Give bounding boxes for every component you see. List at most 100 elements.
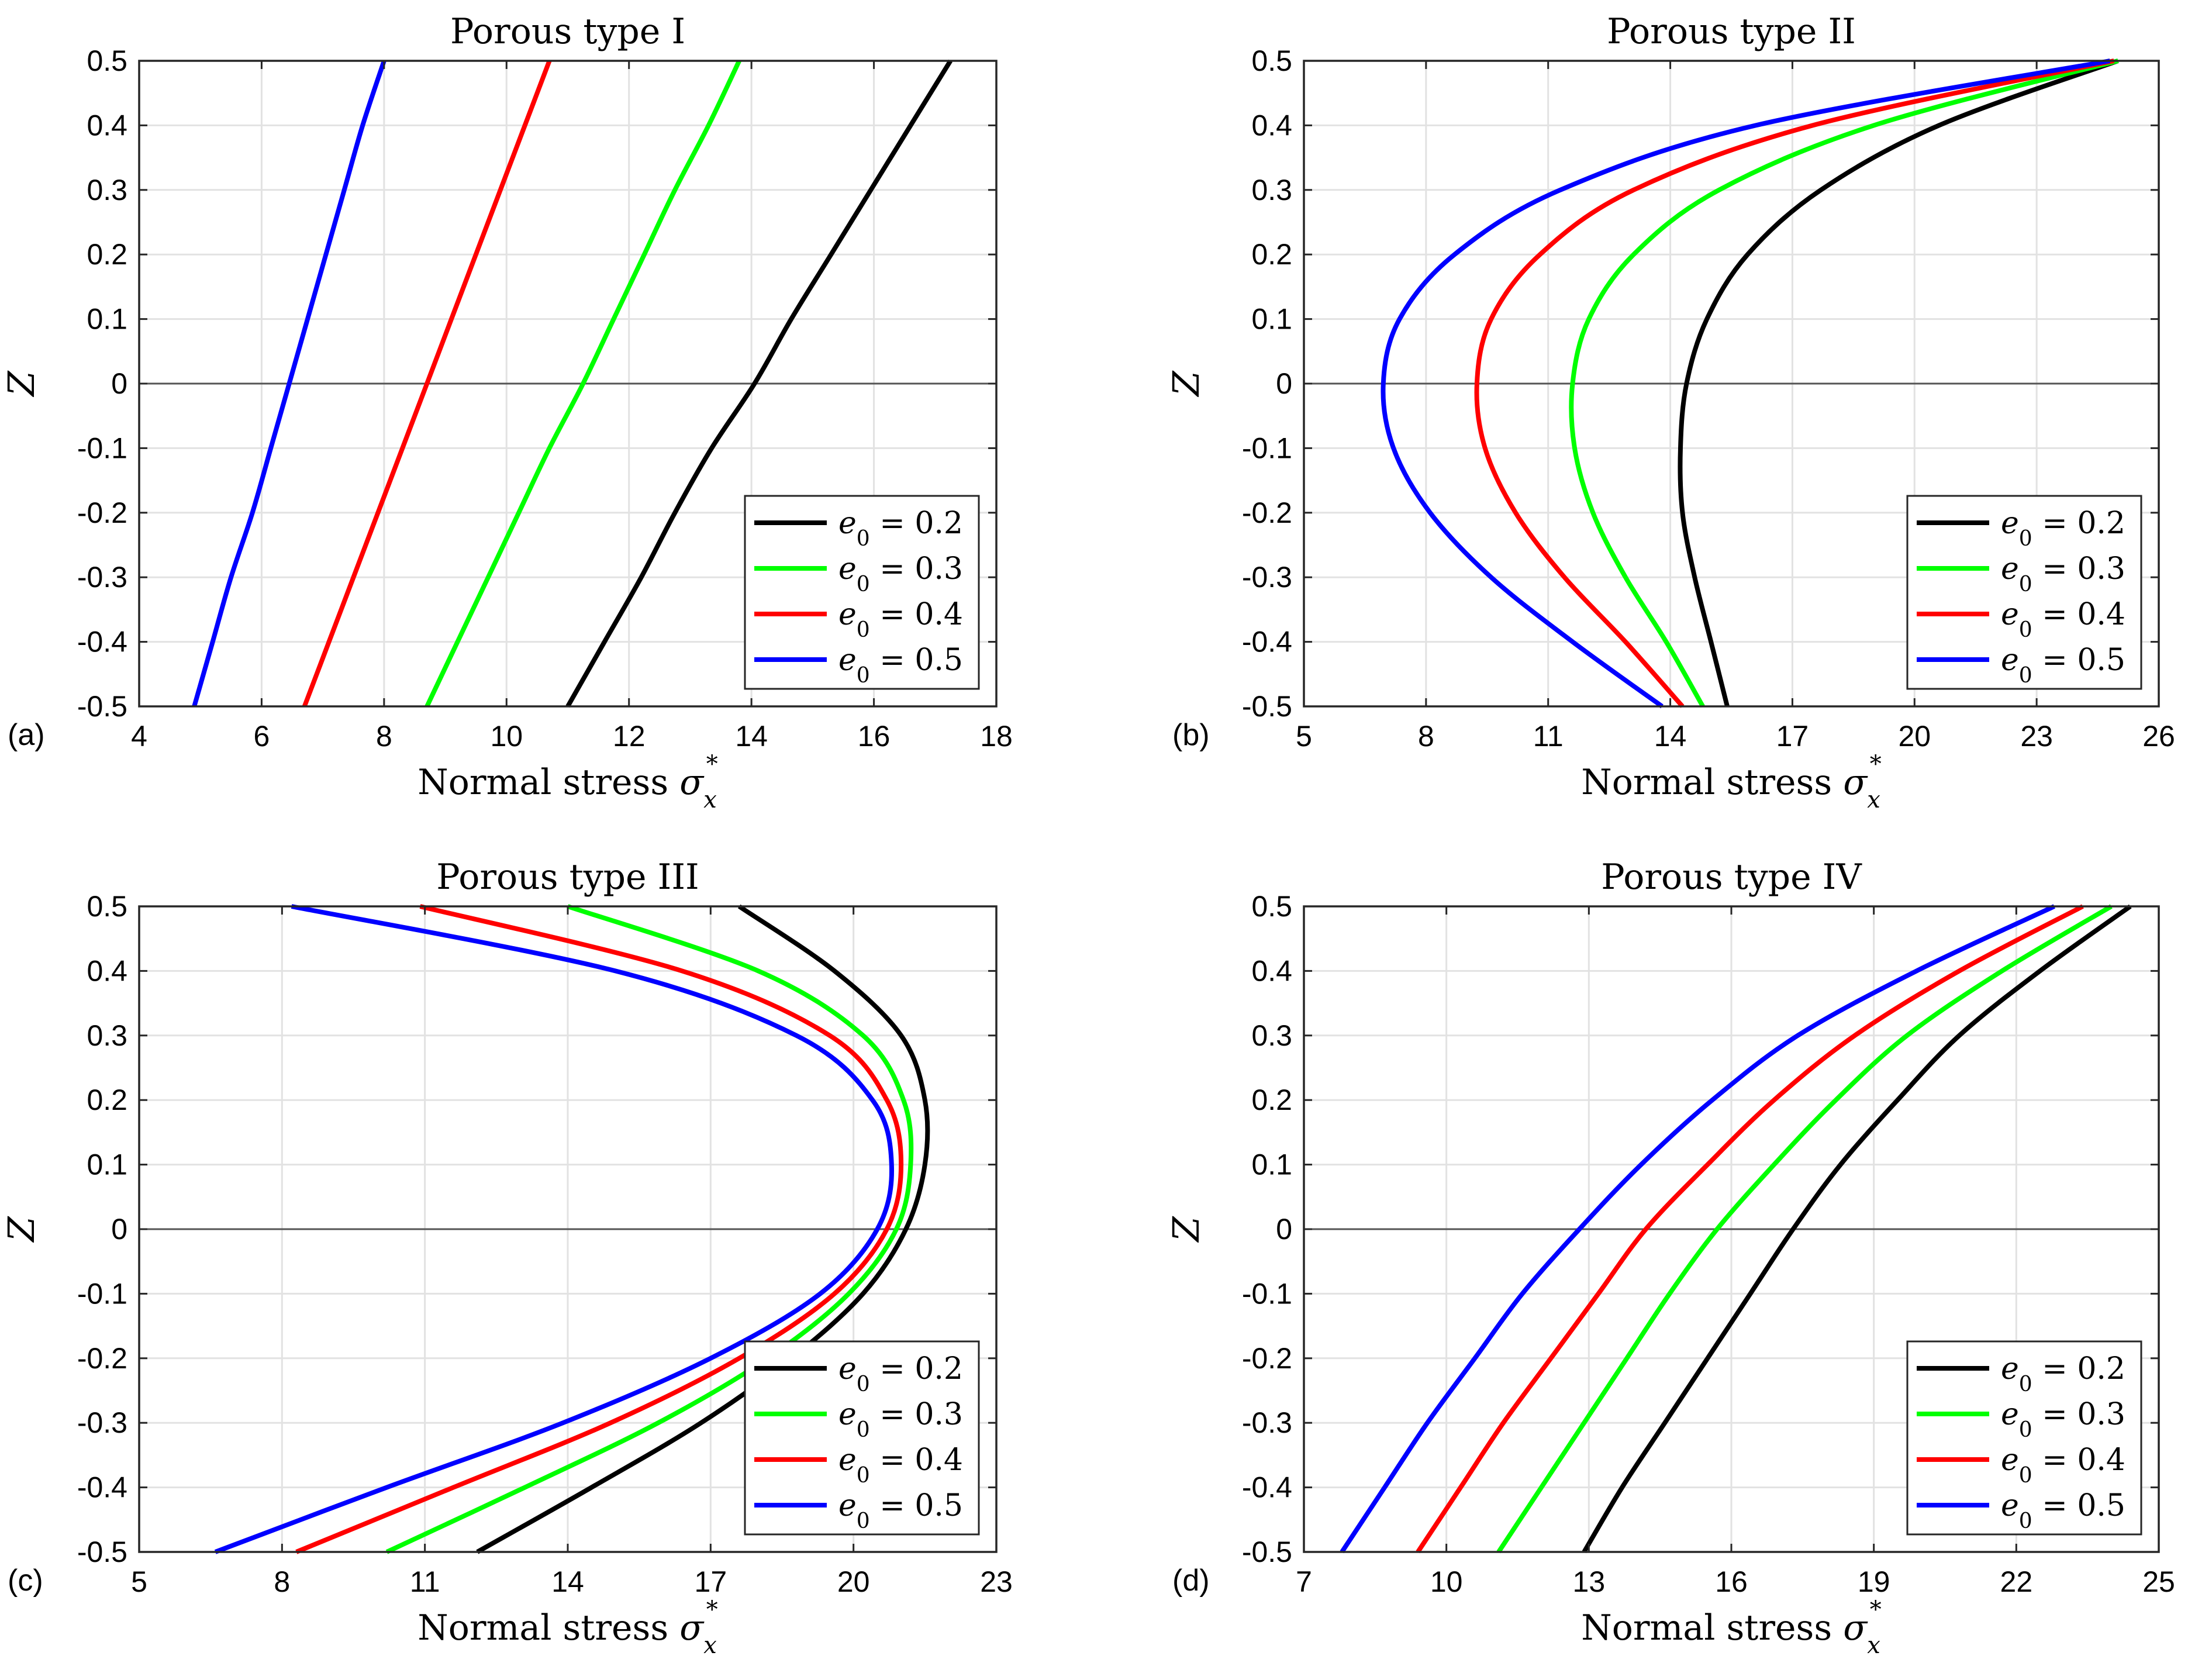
x-tick-label: 14: [1654, 720, 1687, 753]
y-tick-label: 0.2: [1251, 238, 1292, 271]
x-tick-label: 11: [410, 1565, 440, 1598]
y-tick-label: 0.5: [1251, 44, 1292, 77]
series-line-00.4: [1416, 904, 2084, 1554]
chart-title: Porous type III: [436, 857, 699, 898]
panel-label: (d): [1172, 1564, 1210, 1598]
y-tick-label: -0.5: [77, 690, 127, 723]
x-tick-label: 14: [551, 1565, 584, 1598]
x-tick-label: 20: [837, 1565, 870, 1598]
y-tick-label: 0.4: [1251, 109, 1292, 142]
series-line-00.5: [1340, 904, 2055, 1554]
y-tick-label: 0.5: [87, 890, 127, 923]
x-tick-label: 23: [2020, 720, 2053, 753]
series-line-00.5: [214, 904, 895, 1554]
y-tick-label: 0: [1276, 367, 1292, 400]
series-line-00.3: [1569, 58, 2119, 708]
chart-panel-2: 5 8 11 14 17 20 23 26 -0.5 -0.4 -0.3 -0.2 -0.1 0 0.1 0.…: [1165, 11, 2175, 813]
x-tick-label: 10: [490, 720, 523, 753]
legend-label: e0 = 0.4: [2001, 597, 2125, 642]
y-tick-label: 0.5: [1251, 890, 1292, 923]
x-tick-label: 7: [1296, 1565, 1312, 1598]
legend-label: e0 = 0.3: [838, 551, 963, 596]
legend-label: e0 = 0.3: [2001, 1397, 2125, 1442]
y-tick-label: 0.3: [1251, 1019, 1292, 1052]
y-axis-label: Z: [1165, 371, 1207, 398]
y-tick-label: 0: [1276, 1213, 1292, 1246]
y-tick-label: 0.3: [87, 1019, 127, 1052]
legend-box: [1906, 1340, 2142, 1536]
x-tick-label: 16: [858, 720, 891, 753]
series-line-00.2: [1678, 58, 2119, 707]
y-tick-label: -0.1: [77, 1277, 127, 1310]
panel-label: (c): [8, 1564, 43, 1598]
legend: e0 = 0.2e0 = 0.3e0 = 0.4e0 = 0.5: [744, 495, 980, 690]
x-tick-label: 8: [274, 1565, 290, 1598]
legend: e0 = 0.2e0 = 0.3e0 = 0.4e0 = 0.5: [744, 1340, 980, 1536]
series-line-00.4: [1474, 58, 2115, 708]
y-tick-label: -0.3: [1242, 1406, 1292, 1439]
y-tick-label: 0.2: [87, 238, 127, 271]
y-tick-label: 0.4: [87, 109, 127, 142]
y-tick-label: -0.2: [77, 496, 127, 529]
x-tick-label: 17: [695, 1565, 727, 1598]
y-tick-label: -0.5: [77, 1536, 127, 1568]
y-tick-label: 0.4: [87, 954, 127, 987]
series-line-00.2: [565, 59, 952, 708]
x-tick-label: 25: [2142, 1565, 2175, 1598]
x-tick-label: 16: [1715, 1565, 1748, 1598]
x-tick-label: 14: [735, 720, 768, 753]
panel-label: (b): [1172, 718, 1210, 752]
y-tick-label: 0.2: [87, 1084, 127, 1116]
x-tick-label: 5: [131, 1565, 147, 1598]
legend-label: e0 = 0.2: [2001, 1351, 2125, 1396]
y-tick-label: 0.1: [1251, 303, 1292, 336]
y-tick-label: 0.3: [87, 174, 127, 206]
x-tick-label: 18: [980, 720, 1013, 753]
x-tick-label: 20: [1898, 720, 1931, 753]
y-tick-label: 0.3: [1251, 174, 1292, 206]
y-axis-label: Z: [0, 1216, 43, 1243]
legend: e0 = 0.2e0 = 0.3e0 = 0.4e0 = 0.5: [1906, 1340, 2142, 1536]
legend-box: [744, 495, 980, 690]
legend-label: e0 = 0.3: [2001, 551, 2125, 596]
x-tick-label: 17: [1776, 720, 1809, 753]
series-line-00.4: [302, 60, 552, 708]
chart-panel-3: 5 8 11 14 17 20 23 -0.5 -0.4 -0.3 -0.2 -0.1 0 0.1 0.2 0…: [0, 857, 1013, 1659]
legend-label: e0 = 0.4: [2001, 1443, 2125, 1488]
chart-title: Porous type II: [1607, 11, 1856, 52]
series-line-00.4: [295, 904, 904, 1554]
series-line-00.3: [425, 60, 741, 708]
y-tick-label: -0.3: [1242, 561, 1292, 594]
x-tick-label: 26: [2142, 720, 2175, 753]
y-tick-label: 0: [111, 367, 127, 400]
legend-label: e0 = 0.5: [838, 1488, 963, 1533]
chart-panel-1: 4 6 8 10 12 14 16 18 -0.5 -0.4 -0.3 -0.2 -0.1 0 0.1 0.2…: [0, 11, 1013, 813]
legend-label: e0 = 0.2: [2001, 506, 2125, 551]
x-tick-label: 4: [131, 720, 147, 753]
y-axis-label: Z: [0, 371, 43, 398]
y-tick-label: 0: [111, 1213, 127, 1246]
y-tick-label: -0.1: [1242, 1277, 1292, 1310]
x-tick-label: 10: [1430, 1565, 1463, 1598]
legend-label: e0 = 0.5: [838, 643, 963, 688]
legend: e0 = 0.2e0 = 0.3e0 = 0.4e0 = 0.5: [1906, 495, 2142, 690]
x-tick-label: 22: [2000, 1565, 2033, 1598]
x-axis-label: Normal stress σx*: [417, 1596, 718, 1659]
y-tick-label: 0.1: [87, 1148, 127, 1181]
y-tick-label: -0.3: [77, 1406, 127, 1439]
y-tick-label: -0.1: [77, 432, 127, 464]
series-line-00.2: [476, 904, 930, 1554]
y-tick-label: -0.2: [1242, 496, 1292, 529]
x-tick-label: 12: [613, 720, 646, 753]
chart-title: Porous type I: [450, 11, 685, 52]
series-line-00.2: [1582, 904, 2132, 1554]
x-tick-label: 19: [1858, 1565, 1890, 1598]
legend-label: e0 = 0.2: [838, 1351, 963, 1396]
y-tick-label: -0.5: [1242, 1536, 1292, 1568]
series-line-00.3: [1496, 904, 2113, 1554]
series-line-00.5: [1381, 58, 2111, 709]
x-tick-label: 8: [1418, 720, 1434, 753]
y-tick-label: -0.4: [77, 1471, 127, 1504]
y-tick-label: -0.2: [77, 1342, 127, 1375]
